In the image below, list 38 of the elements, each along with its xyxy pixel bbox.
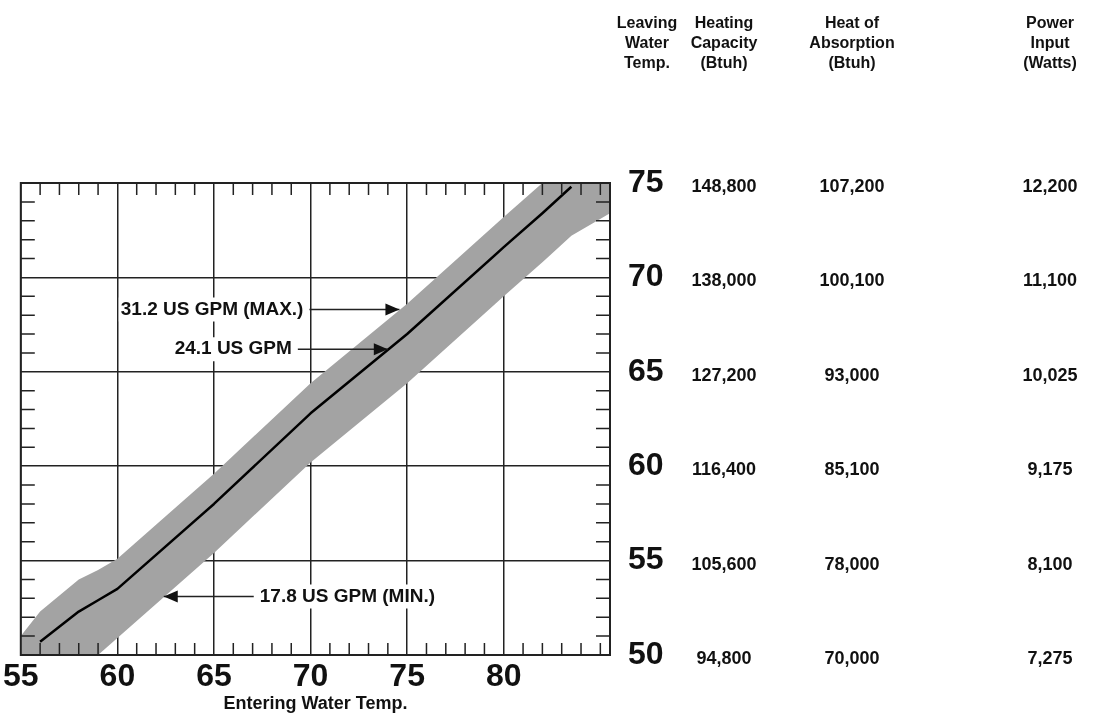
x-axis-title: Entering Water Temp. [223, 693, 408, 714]
text: 11,100 [1022, 270, 1078, 291]
text: 105,600 [691, 553, 757, 574]
x-tick-label: 75 [389, 657, 425, 694]
text: 100,100 [819, 270, 885, 291]
y-tick-label: 65 [628, 351, 664, 388]
text: 127,200 [691, 364, 757, 385]
annotation: 31.2 US GPM (MAX.) [120, 297, 304, 319]
y-tick-label: 60 [628, 446, 664, 483]
x-tick-label: 65 [196, 657, 232, 694]
text: 12,200 [1022, 175, 1078, 196]
x-tick-label: 60 [99, 657, 136, 694]
text: 148,800 [691, 175, 757, 196]
text: 10,025 [1022, 364, 1078, 385]
annotation: 24.1 US GPM [174, 337, 292, 359]
text: 85,100 [824, 459, 880, 480]
x-tick-label: 70 [292, 657, 329, 694]
y-tick-label: 55 [628, 540, 664, 577]
text: 78,000 [824, 553, 880, 574]
annotation: 17.8 US GPM (MIN.) [259, 584, 435, 606]
text: Power Input (Watts) [1023, 14, 1077, 72]
y-tick-label: 70 [628, 257, 664, 294]
text: Heating Capacity (Btuh) [690, 14, 758, 72]
text: 116,400 [691, 459, 757, 480]
text: 8,100 [1027, 553, 1073, 574]
text: Heat of Absorption (Btuh) [809, 14, 895, 72]
y-tick-label: 75 [628, 162, 664, 199]
text: 7,275 [1027, 647, 1073, 668]
text: 70,000 [824, 647, 880, 668]
text: Leaving Water Temp. [616, 14, 678, 72]
y-tick-label: 50 [628, 634, 664, 671]
text: 93,000 [824, 364, 880, 385]
text: 107,200 [819, 175, 885, 196]
x-tick-label: 55 [3, 657, 39, 694]
x-tick-label: 80 [485, 657, 522, 694]
text: 138,000 [691, 270, 757, 291]
text: 9,175 [1027, 459, 1073, 480]
text: 94,800 [696, 647, 752, 668]
